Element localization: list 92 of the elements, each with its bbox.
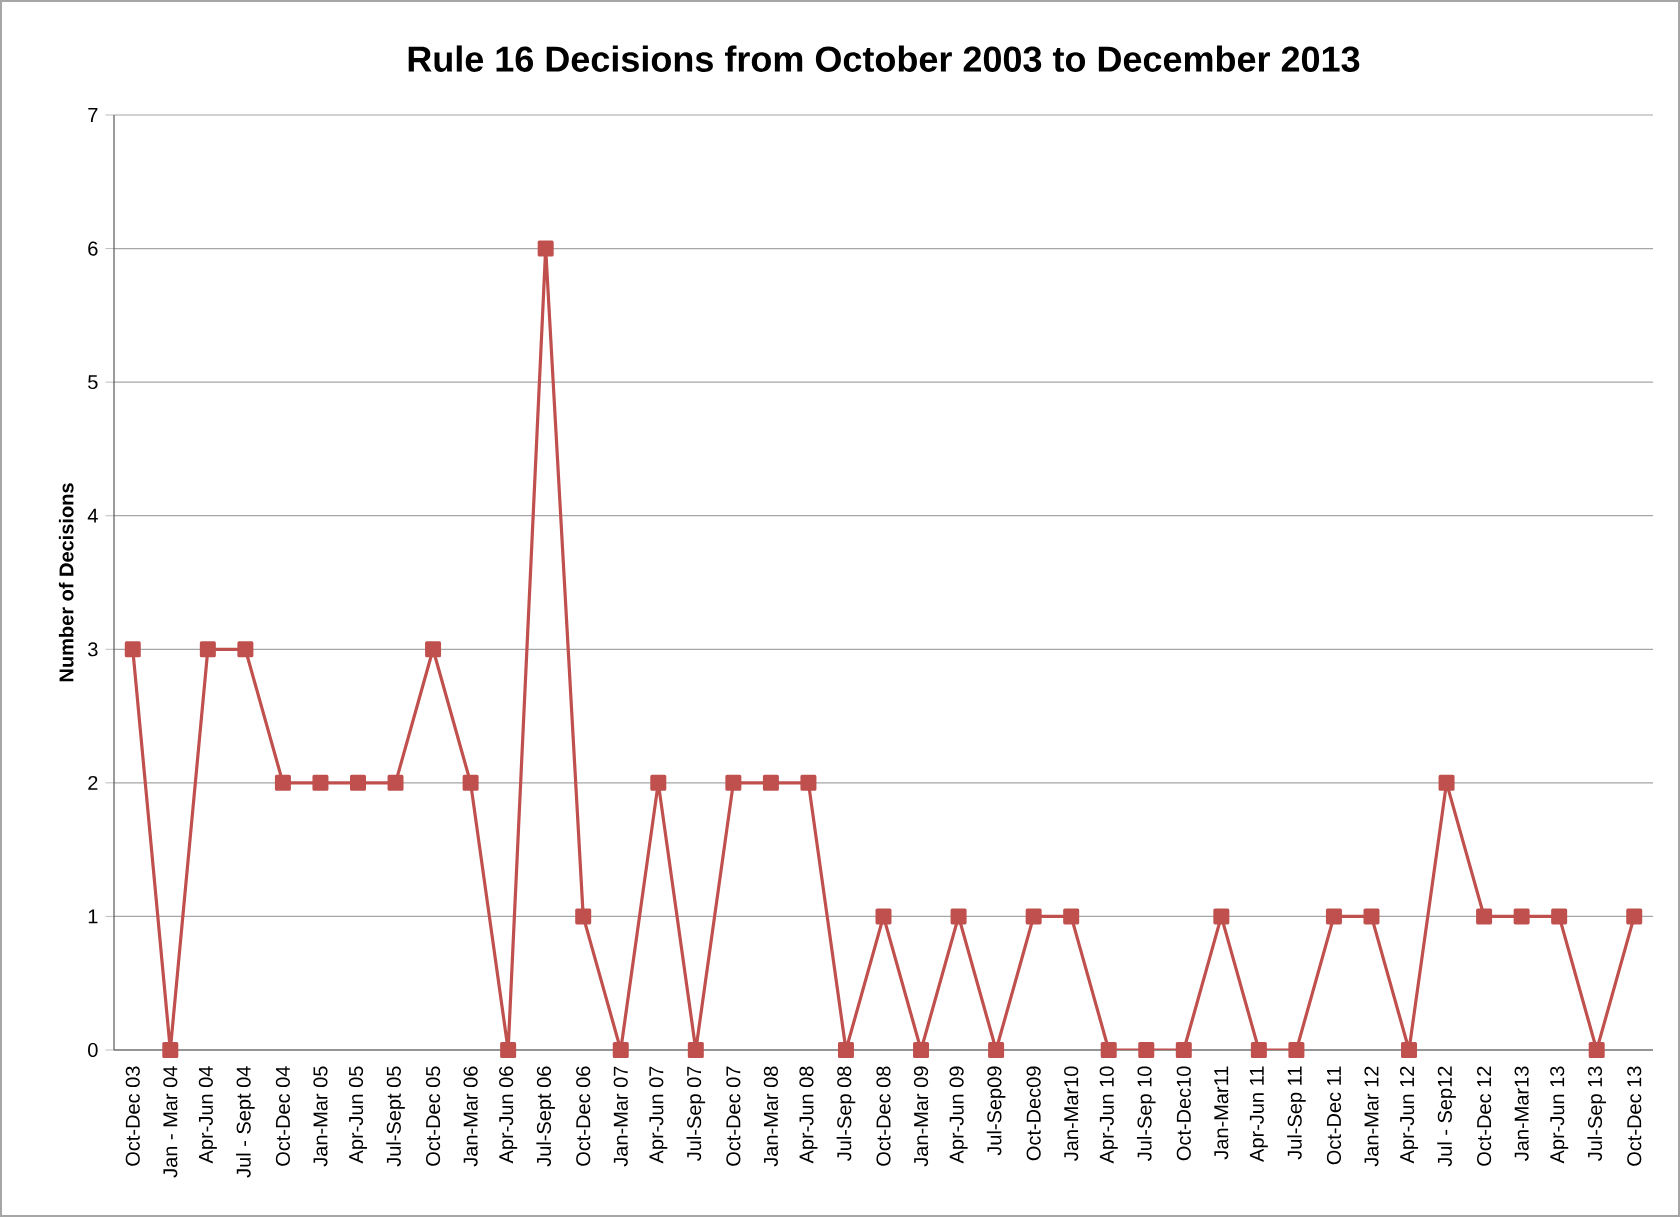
point: [124, 641, 141, 658]
x-tick-label: Oct-Dec 06: [576, 1066, 591, 1166]
point: [1288, 1042, 1305, 1058]
point: [950, 908, 967, 925]
point: [537, 240, 554, 257]
x-tick-label: Apr-Jun 05: [348, 1066, 368, 1164]
point: [800, 774, 817, 791]
x-tick-label: Oct-Dec 05: [426, 1066, 441, 1166]
x-tick-label: Apr-Jun 12: [1399, 1066, 1419, 1164]
point: [237, 641, 254, 658]
point: [725, 774, 742, 791]
x-tick-label: Oct-Dec 11: [1326, 1066, 1342, 1165]
point: [1025, 908, 1042, 925]
x-tick-label: Jan - Mar 04: [163, 1066, 178, 1178]
y-tick-label: 0: [88, 1042, 98, 1058]
point: [274, 774, 291, 791]
point: [988, 1042, 1005, 1058]
point: [1100, 1042, 1117, 1058]
chart-title: Rule 16 Decisions from October 2003 to December 2013: [408, 45, 1360, 72]
x-tick-label: Jul-Sept 06: [536, 1066, 555, 1167]
x-tick-label: Apr-Jun 10: [1099, 1066, 1118, 1164]
x-tick-label: Jan-Mar 12: [1364, 1066, 1379, 1167]
x-tick-label: Apr-Jun 08: [799, 1066, 818, 1164]
x-tick-label: Jul-Sep 07: [686, 1066, 706, 1161]
x-tick-label: Oct-Dec 03: [125, 1066, 140, 1166]
point: [349, 774, 366, 791]
point: [1551, 908, 1568, 925]
y-tick-label: 1: [88, 909, 98, 924]
point: [875, 908, 892, 925]
point: [612, 1042, 629, 1058]
y-tick-label: 5: [88, 375, 98, 390]
point: [1063, 908, 1080, 925]
point: [575, 908, 592, 925]
x-tick-label: Jul - Sept 04: [236, 1066, 255, 1178]
point: [312, 774, 329, 791]
x-tick-label: Jan-Mar 08: [763, 1066, 778, 1167]
x-tick-label: Jul - Sep12: [1437, 1066, 1456, 1167]
point: [1325, 908, 1342, 925]
x-tick-label: Jul-Sep 10: [1136, 1066, 1156, 1161]
x-tick-label: Jul-Sep 08: [836, 1066, 856, 1161]
x-tick-label: Oct-Dec 08: [876, 1066, 891, 1166]
x-tick-label: Apr-Jun 09: [949, 1066, 968, 1164]
x-tick-label: Oct-Dec 04: [275, 1066, 290, 1166]
x-tick-label: Jul-Sep 13: [1587, 1066, 1607, 1161]
x-tick-label: Oct-Dec 07: [726, 1066, 741, 1166]
y-tick-label: 4: [87, 508, 98, 523]
point: [425, 641, 442, 658]
point: [387, 774, 404, 791]
point: [1401, 1042, 1418, 1058]
x-tick-label: Oct-Dec 12: [1477, 1066, 1492, 1166]
point: [1626, 908, 1643, 925]
x-tick-label: Jul-Sep 11: [1287, 1066, 1306, 1160]
x-tick-label: Jan-Mar 05: [313, 1066, 328, 1167]
point: [1213, 908, 1230, 925]
y-tick-label: 7: [88, 108, 98, 122]
x-tick-label: Oct-Dec10: [1176, 1066, 1191, 1161]
x-tick-label: Oct-Dec09: [1026, 1066, 1041, 1161]
x-tick-label: Apr-Jun 06: [499, 1066, 518, 1164]
x-tick-label: Oct-Dec 13: [1627, 1066, 1642, 1166]
x-tick-label: Apr-Jun 04: [198, 1066, 217, 1164]
point: [762, 774, 779, 791]
x-tick-label: Apr-Jun 13: [1550, 1066, 1569, 1164]
point: [462, 774, 479, 791]
y-tick-label: 3: [88, 642, 98, 657]
point: [1138, 1042, 1155, 1058]
point: [162, 1042, 179, 1058]
y-axis-title: Number of Decisions: [58, 483, 74, 682]
point: [650, 774, 667, 791]
x-tick-label: Apr-Jun 07: [649, 1066, 668, 1164]
point: [837, 1042, 854, 1058]
point: [1250, 1042, 1267, 1058]
x-tick-label: Jan-Mar 06: [463, 1066, 478, 1167]
point: [1476, 908, 1493, 925]
point: [1363, 908, 1380, 925]
y-tick-label: 2: [88, 775, 98, 790]
point: [1175, 1042, 1192, 1058]
x-tick-label: Jan-Mar11: [1214, 1066, 1229, 1160]
x-tick-label: Jan-Mar13: [1514, 1066, 1529, 1161]
x-tick-label: Jan-Mar 07: [613, 1066, 628, 1167]
point: [687, 1042, 704, 1058]
x-tick-label: Jan-Mar10: [1064, 1066, 1079, 1161]
point: [500, 1042, 517, 1058]
point: [913, 1042, 930, 1058]
y-tick-label: 6: [88, 241, 98, 256]
point: [1438, 774, 1455, 791]
x-tick-label: Apr-Jun 11: [1249, 1066, 1268, 1162]
x-tick-label: Jan-Mar 09: [913, 1066, 929, 1167]
point: [1588, 1042, 1605, 1058]
x-tick-label: Jul-Sep09: [986, 1066, 1006, 1156]
point: [199, 641, 216, 658]
x-tick-label: Jul-Sept 05: [386, 1066, 405, 1167]
point: [1513, 908, 1530, 925]
